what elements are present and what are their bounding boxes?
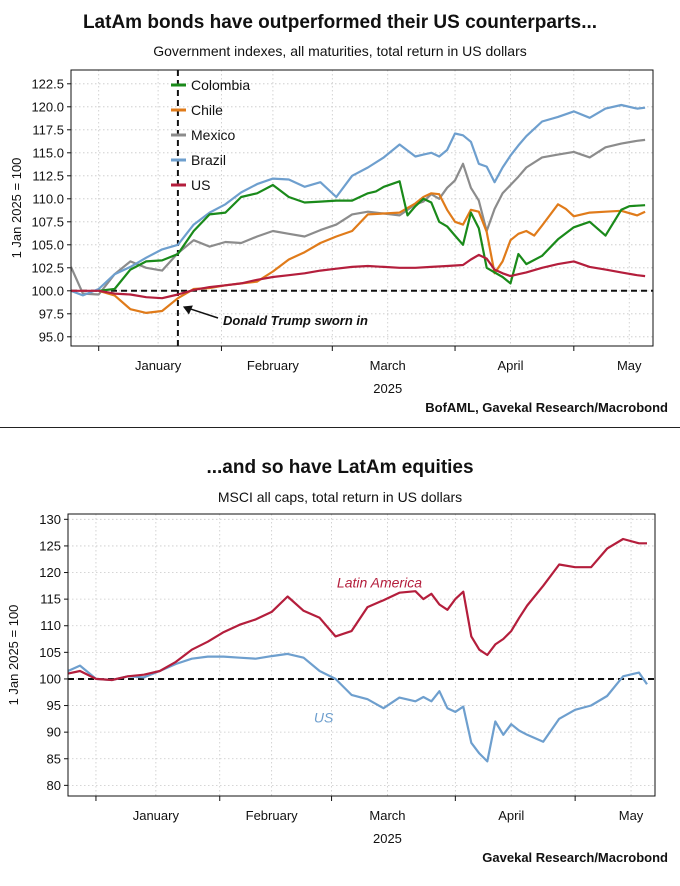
chart1-y-tick-label: 102.5 xyxy=(31,260,64,275)
chart2-y-tick-label: 90 xyxy=(47,725,61,740)
chart1-annotation-arrowhead xyxy=(182,305,193,315)
chart1-year-label: 2025 xyxy=(373,381,402,396)
chart2-plot: 80 85 90 95 100 105 110 115 120 125 130 January Febr… xyxy=(6,512,656,846)
chart1-y-tick-label: 105.0 xyxy=(31,237,64,252)
chart1-subtitle: Government indexes, all maturities, tota… xyxy=(153,43,527,59)
chart1-series-brazil xyxy=(70,103,646,297)
chart2-x-tick-label-march: March xyxy=(369,808,405,823)
chart2-x-tick-label-may: May xyxy=(619,808,644,823)
section-divider xyxy=(0,427,680,428)
chart1-y-tick-label: 117.5 xyxy=(32,122,64,137)
chart2-y-tick-label: 100 xyxy=(39,671,61,686)
chart1-y-tick-label: 100.0 xyxy=(31,283,64,298)
chart2-title: ...and so have LatAm equities xyxy=(206,457,474,478)
chart1-y-tick-label: 120.0 xyxy=(31,99,64,114)
chart1-x-tick-label-may: May xyxy=(617,358,642,373)
chart1-title: LatAm bonds have outperformed their US c… xyxy=(82,12,598,33)
chart2-y-axis-title: 1 Jan 2025 = 100 xyxy=(6,605,21,706)
chart1-y-tick-label: 122.5 xyxy=(31,76,64,91)
chart2-y-tick-label: 85 xyxy=(47,751,61,766)
chart2-series-latin-america xyxy=(67,537,647,682)
chart1-y-tick-label: 112.5 xyxy=(32,168,64,183)
chart1-x-tick-label-april: April xyxy=(497,358,523,373)
chart1-series-mexico xyxy=(69,138,646,296)
chart2-series-label-us: US xyxy=(314,710,334,726)
chart1-legend-label-colombia: Colombia xyxy=(191,77,250,93)
chart1-plot-frame xyxy=(70,69,654,347)
chart1-y-tick-label: 97.5 xyxy=(39,306,64,321)
chart1-y-axis-title: 1 Jan 2025 = 100 xyxy=(9,158,24,259)
chart2-plot-frame xyxy=(67,513,656,797)
chart2-x-tick-label-february: February xyxy=(246,808,299,823)
chart2-x-tick-label-april: April xyxy=(498,808,524,823)
chart2-series-label-latin-america: Latin America xyxy=(337,574,422,590)
chart1-legend-label-brazil: Brazil xyxy=(191,152,226,168)
chart1-series-us xyxy=(71,253,646,300)
chart1-y-tick-label: 110.0 xyxy=(32,191,64,206)
chart2-y-tick-label: 120 xyxy=(39,565,61,580)
chart2-y-tick-label: 115 xyxy=(40,592,61,607)
chart1-x-tick-label-january: January xyxy=(135,358,182,373)
chart1-legend-label-mexico: Mexico xyxy=(191,127,236,143)
chart1-series-colombia xyxy=(98,180,646,292)
chart1-x-tick-label-february: February xyxy=(247,358,300,373)
chart1-source: BofAML, Gavekal Research/Macrobond xyxy=(425,400,668,415)
chart2-y-tick-label: 80 xyxy=(47,778,61,793)
chart2-series-us xyxy=(67,652,648,763)
chart1-annotation-arrow-shaft xyxy=(188,307,219,319)
chart1-y-tick-label: 107.5 xyxy=(31,214,64,229)
chart2-y-tick-label: 105 xyxy=(39,645,61,660)
chart2-y-tick-label: 95 xyxy=(47,698,61,713)
chart1-annotation-label: Donald Trump sworn in xyxy=(223,313,368,328)
chart1-legend-label-us: US xyxy=(191,177,210,193)
chart1-y-tick-label: 115.0 xyxy=(32,145,64,160)
chart2-source: Gavekal Research/Macrobond xyxy=(482,850,668,865)
chart2-subtitle: MSCI all caps, total return in US dollar… xyxy=(217,489,463,505)
chart2-year-label: 2025 xyxy=(373,831,402,846)
chart2-y-tick-label: 130 xyxy=(39,512,61,527)
chart1-x-tick-label-march: March xyxy=(370,358,406,373)
chart2-y-tick-label: 125 xyxy=(39,538,61,553)
chart1-y-tick-label: 95.0 xyxy=(39,329,64,344)
chart2-y-tick-label: 110 xyxy=(40,618,61,633)
chart2-x-tick-label-january: January xyxy=(133,808,180,823)
chart1-plot: 95.0 97.5 100.0 102.5 105.0 107.5 110.0 112.5 11… xyxy=(9,69,654,396)
chart1-legend-label-chile: Chile xyxy=(191,102,223,118)
